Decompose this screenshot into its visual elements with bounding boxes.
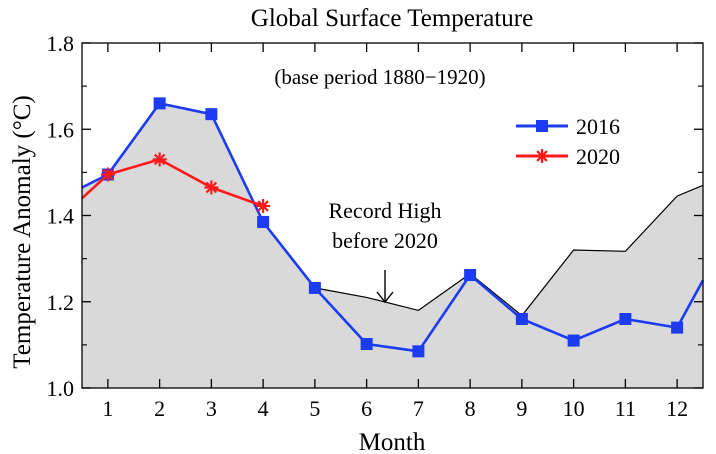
series-2016-line: [81, 102, 705, 353]
y-tick-label: 1.0: [47, 376, 75, 401]
x-tick-label: 2: [154, 396, 165, 421]
x-tick-label: 7: [413, 396, 424, 421]
chart-title: Global Surface Temperature: [251, 5, 533, 32]
y-axis-label: Temperature Anomaly (°C): [9, 95, 36, 368]
x-tick-label: 6: [361, 396, 372, 421]
x-tick-label: 1: [102, 396, 113, 421]
series-2016-point-10: [567, 334, 580, 347]
series-2016-point-3: [205, 108, 218, 121]
x-tick-label: 9: [516, 396, 527, 421]
series-2016-point-2: [153, 97, 166, 110]
annotation-line1: Record High: [328, 198, 441, 223]
series-2016-point-7: [412, 345, 425, 358]
annotation-line2: before 2020: [332, 228, 438, 253]
x-axis-label: Month: [359, 429, 426, 454]
x-tick-label: 4: [258, 396, 269, 421]
x-tick-label: 3: [206, 396, 217, 421]
legend-2020-marker: [535, 149, 549, 163]
series-2016-point-5: [308, 281, 321, 294]
y-tick-label: 1.2: [47, 290, 75, 315]
x-tick-label: 5: [309, 396, 320, 421]
series-2020-point-3: [204, 180, 219, 195]
series-2016-point-4: [257, 215, 270, 228]
y-tick-label: 1.8: [47, 31, 75, 56]
legend-2020-label: 2020: [576, 144, 620, 169]
legend-2016-label: 2016: [576, 114, 620, 139]
chart-subtitle: (base period 1880−1920): [274, 65, 485, 89]
record-high-shading: [82, 103, 703, 389]
series-2016-point-8: [464, 269, 477, 282]
y-tick-label: 1.4: [47, 204, 75, 229]
x-tick-label: 12: [666, 396, 688, 421]
series-2020-point-2: [152, 152, 167, 167]
x-tick-label: 8: [465, 396, 476, 421]
legend-2020-star: [535, 149, 549, 163]
series-2016-point-6: [360, 338, 373, 351]
plot-area: [81, 97, 705, 389]
axes: 1.01.21.41.61.81 2 3 4 5 6 7 8 9 10 11 12: [47, 31, 704, 421]
legend-2016-marker: [536, 120, 548, 132]
legend: 2016 2020: [516, 114, 620, 169]
series-2016-point-9: [515, 313, 528, 325]
y-tick-label: 1.6: [47, 117, 75, 142]
x-tick-label: 11: [615, 396, 636, 421]
series-2016-point-12: [671, 321, 684, 334]
annotation-arrowhead: [376, 291, 394, 304]
record-high-annotation: Record High before 2020: [328, 198, 442, 304]
series-2020-point-1: [100, 167, 115, 182]
series-2016-point-11: [619, 313, 632, 325]
series-2020-point-4: [256, 199, 271, 214]
x-tick-label: 10: [563, 396, 585, 421]
